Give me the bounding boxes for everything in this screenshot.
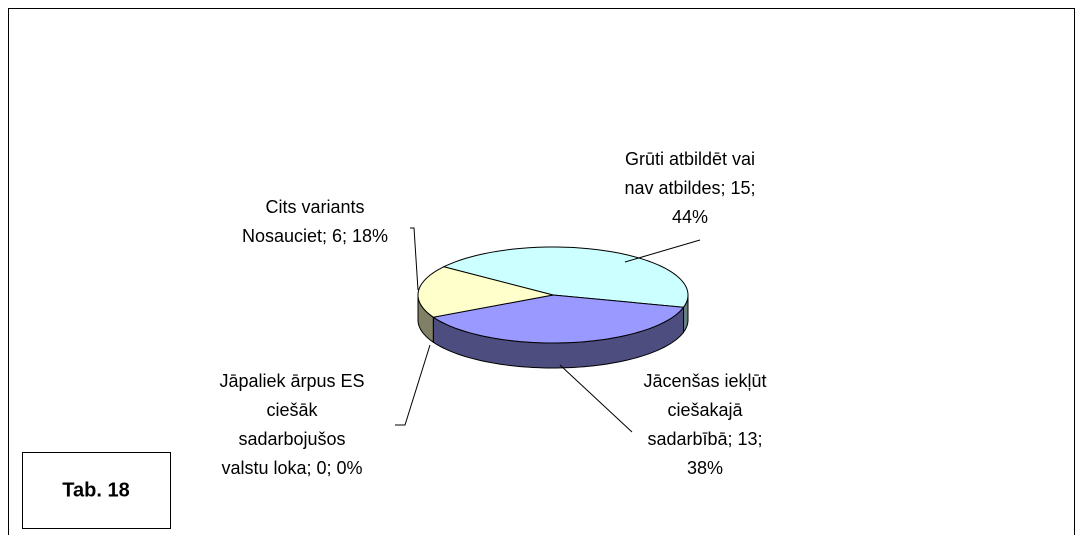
pie [417, 246, 689, 369]
pie-slice [431, 294, 685, 344]
data-label: Jāpaliek ārpus ES [219, 371, 364, 391]
data-label: 44% [672, 207, 708, 227]
leader-line [410, 227, 419, 291]
data-label: Cits variants [265, 197, 364, 217]
data-label: Jācenšas iekļūt [643, 371, 766, 391]
data-label: valstu loka; 0; 0% [221, 458, 362, 478]
data-label: nav atbildes; 15; [624, 178, 755, 198]
pie-slice [417, 266, 554, 318]
data-label: ciešāk [266, 400, 318, 420]
note: Tab. 18 [62, 479, 129, 501]
data-label: sadarbojušos [238, 429, 345, 449]
data-label: Nosauciet; 6; 18% [242, 226, 388, 246]
data-label: ciešakajā [667, 400, 743, 420]
note-box [22, 452, 171, 529]
leader-line [559, 364, 633, 433]
data-label: sadarbībā; 13; [647, 429, 762, 449]
pie-slice [442, 246, 689, 308]
chart-border [8, 8, 1075, 535]
leader-line [624, 239, 701, 263]
leader-line [395, 344, 431, 426]
data-label: Grūti atbildēt vai [625, 149, 755, 169]
data-label: 38% [687, 458, 723, 478]
